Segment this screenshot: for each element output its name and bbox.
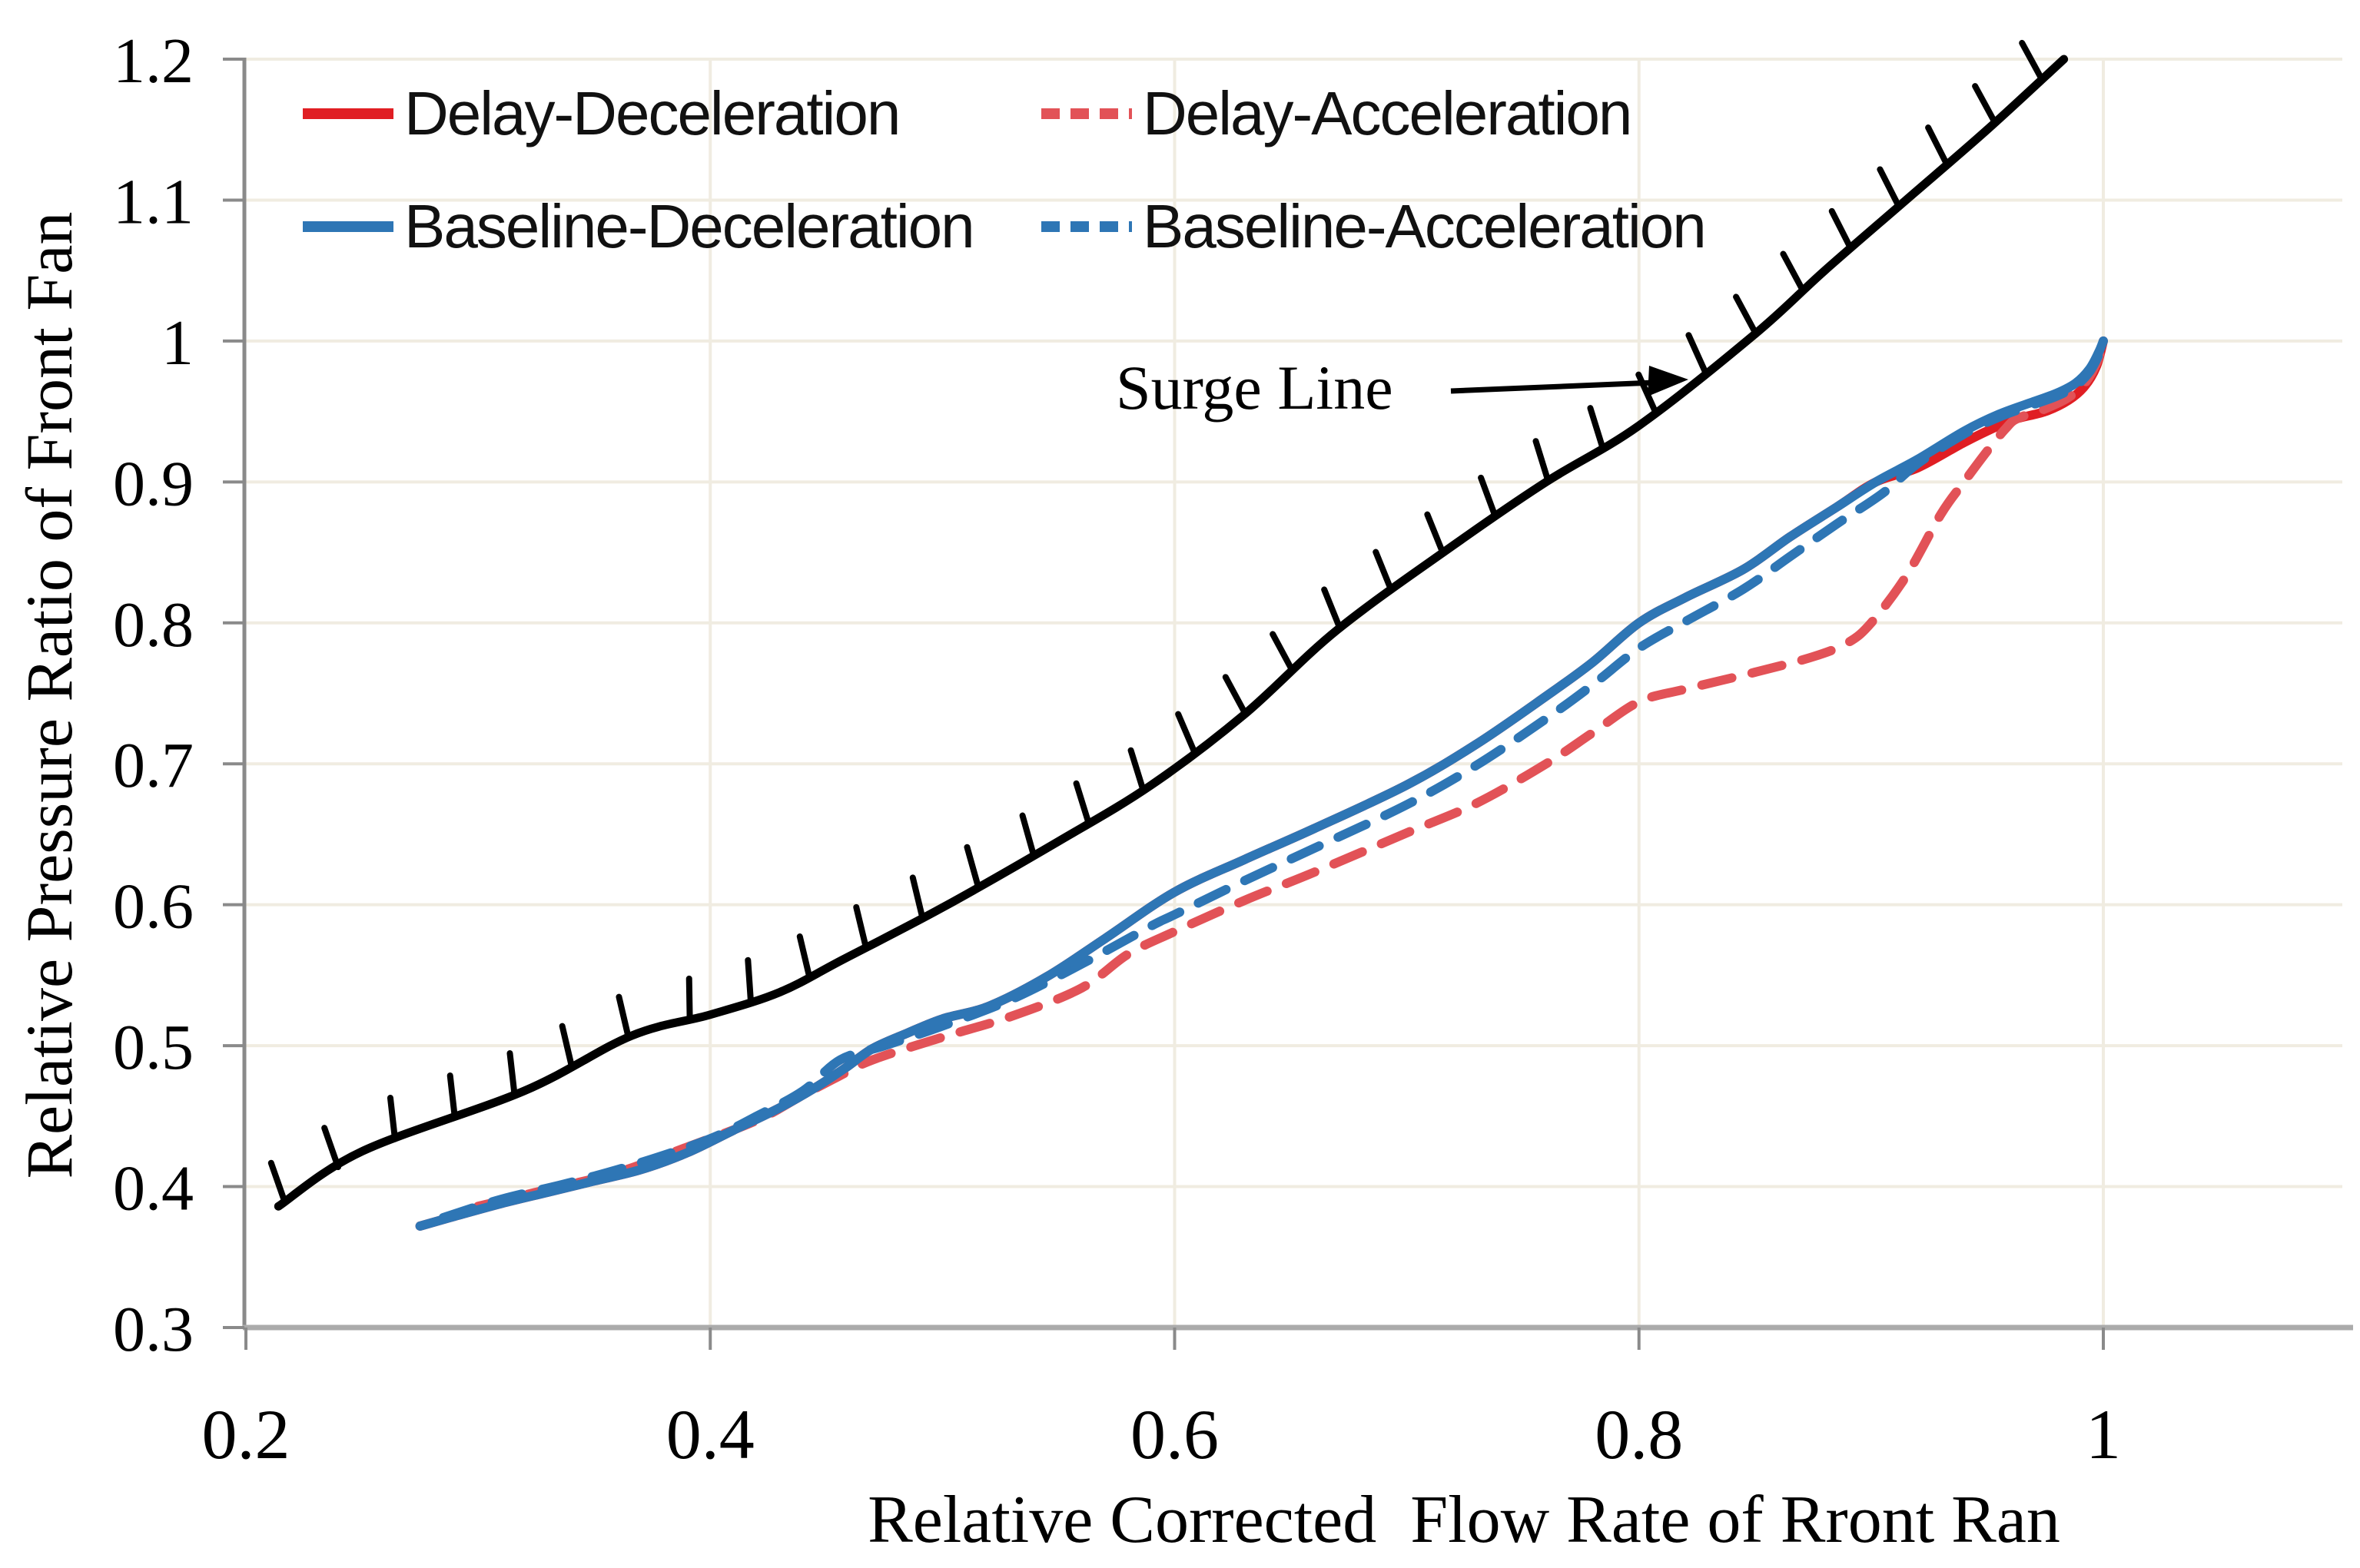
x-tick-label-0.6: 0.6 (1130, 1395, 1219, 1474)
legend-label: Delay-Deceleration (404, 79, 901, 148)
surge-hatch-mark (387, 1095, 398, 1142)
legend-sample-red-dashed-line (1041, 108, 1132, 119)
curve-baseline-deceleration (415, 336, 2108, 1231)
curve-delay-acceleration (473, 336, 2108, 1212)
legend-sample-blue-dashed-line (1041, 221, 1132, 232)
legend-item-baseline-acceleration: Baseline-Acceleration (1041, 192, 1707, 261)
surge-hatch-mark (506, 1050, 518, 1098)
y-tick-label-0.8: 0.8 (113, 589, 194, 661)
surge-hatch-mark (964, 844, 982, 890)
y-tick-label-1.1: 1.1 (113, 166, 194, 237)
surge-hatch-mark (1478, 474, 1499, 520)
surge-hatch-mark (616, 993, 632, 1041)
surge-hatch-mark (267, 1159, 288, 1205)
surge-hatch-mark (745, 956, 754, 1005)
surge-hatch-mark (796, 933, 813, 980)
surge-hatch-mark (1222, 674, 1249, 717)
legend-label: Delay-Acceleration (1143, 79, 1632, 148)
surge-hatch-mark (909, 874, 926, 921)
x-tick-label-0.8: 0.8 (1595, 1395, 1683, 1474)
y-tick-label-0.4: 0.4 (113, 1153, 194, 1225)
legend-item-delay-deceleration: Delay-Deceleration (303, 79, 901, 148)
y-tick-label-0.6: 0.6 (113, 871, 194, 943)
surge-hatch-mark (1685, 332, 1709, 376)
x-tick-label-1: 1 (2086, 1395, 2121, 1474)
legend-label: Baseline-Acceleration (1143, 192, 1707, 260)
surge-hatch-mark (1127, 747, 1147, 794)
y-tick-label-0.5: 0.5 (113, 1012, 194, 1083)
surge-hatch-mark (685, 975, 693, 1023)
surge-hatch-mark (446, 1072, 458, 1120)
y-tick-label-0.9: 0.9 (113, 448, 194, 519)
surge-hatch-mark (1424, 511, 1446, 556)
curve-baseline-acceleration (438, 339, 2108, 1222)
surge-hatch-mark (853, 903, 869, 951)
surge-hatch-mark (1972, 83, 1998, 126)
surge-hatch-mark (321, 1125, 341, 1171)
surge-hatch-mark (1828, 207, 1854, 251)
surge-hatch-mark (1532, 438, 1552, 484)
y-tick-label-1.2: 1.2 (113, 25, 194, 97)
surge-arrow-line (1450, 380, 1655, 394)
curve-delay-deceleration (415, 336, 2108, 1231)
surge-hatch-mark (1270, 631, 1296, 674)
x-tick-label-0.4: 0.4 (666, 1395, 755, 1474)
surge-hatch-mark (1587, 405, 1606, 451)
surge-hatch-mark (1175, 711, 1198, 756)
y-tick-label-0.7: 0.7 (113, 730, 194, 801)
legend-item-delay-acceleration: Delay-Acceleration (1041, 79, 1632, 148)
surge-hatch-mark (1780, 250, 1807, 294)
surge-hatch-mark (2019, 39, 2046, 83)
x-axis-title: Relative Corrected Flow Rate of Rront Ra… (868, 1483, 2060, 1557)
y-axis-title: Relative Pressure Ratio of Front Fan (12, 211, 86, 1179)
surge-hatch-mark (1733, 293, 1759, 336)
x-tick-label-0.2: 0.2 (202, 1395, 290, 1474)
surge-arrow-head (1648, 366, 1688, 396)
surge-line-label: Surge Line (1116, 353, 1393, 423)
surge-hatch-mark (1373, 549, 1395, 594)
surge-hatch-mark (1019, 812, 1037, 859)
y-tick-label-0.3: 0.3 (113, 1294, 194, 1365)
legend-item-baseline-deceleration: Baseline-Deceleration (303, 192, 975, 261)
legend-sample-blue-solid-line (303, 221, 393, 232)
legend-sample-red-solid-line (303, 108, 393, 119)
surge-hatch-mark (559, 1023, 575, 1070)
surge-hatch-mark (1073, 780, 1092, 827)
surge-hatch-mark (1321, 586, 1343, 632)
y-tick-label-1: 1 (161, 307, 194, 379)
surge-hatch-mark (1925, 124, 1950, 168)
surge-hatch-mark (1877, 166, 1902, 210)
legend-label: Baseline-Deceleration (404, 192, 975, 260)
